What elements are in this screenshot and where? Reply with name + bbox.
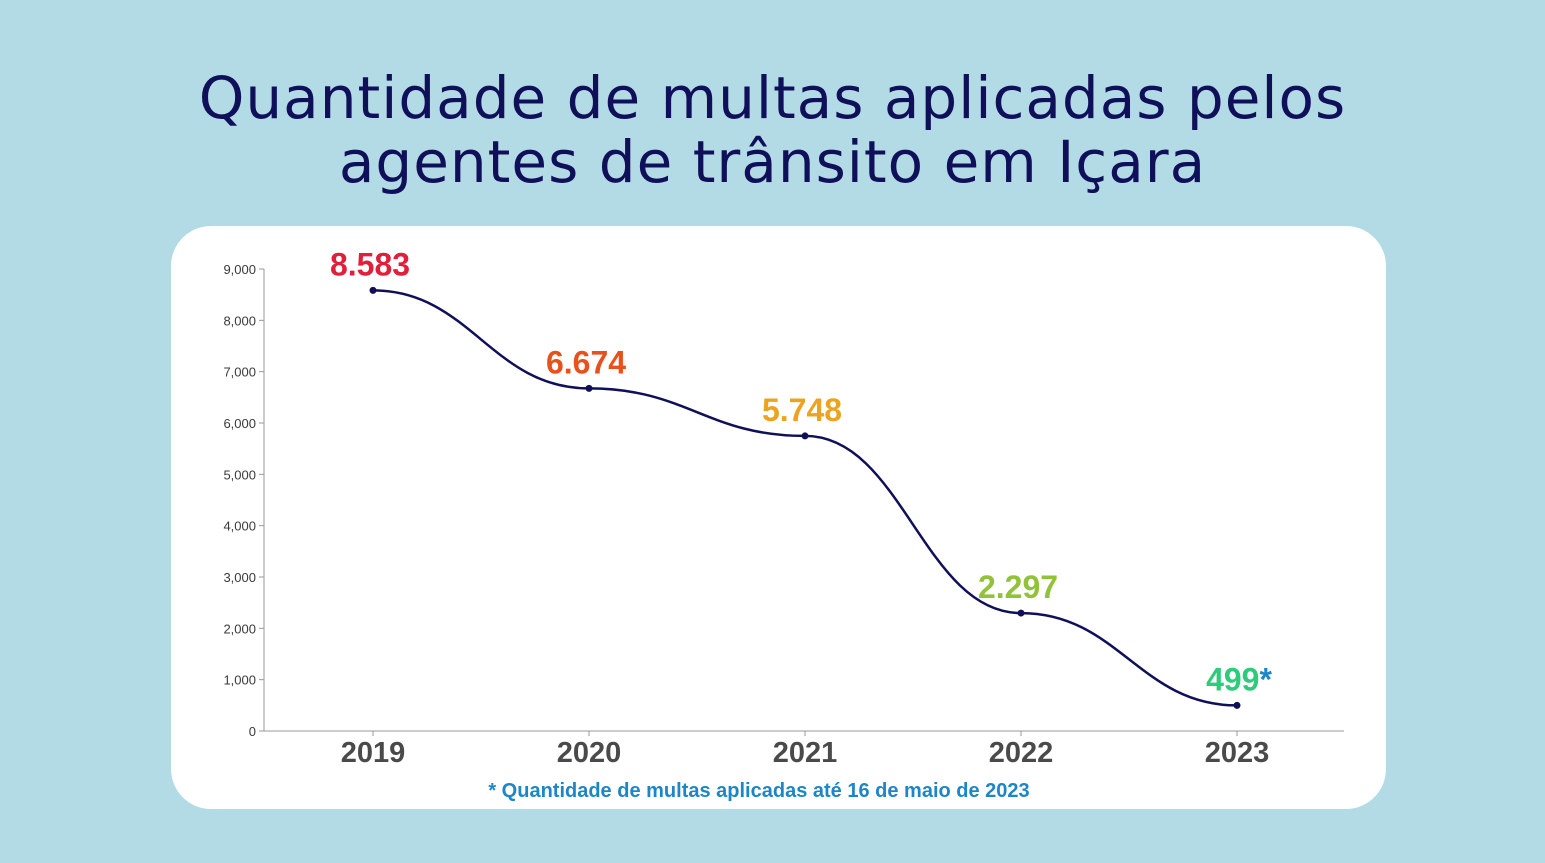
y-tick-label: 2,000 — [223, 621, 256, 636]
y-tick-label: 6,000 — [223, 416, 256, 431]
footnote: * Quantidade de multas aplicadas até 16 … — [488, 780, 1029, 802]
data-label: 2.297 — [978, 569, 1058, 605]
data-point — [1017, 609, 1025, 617]
data-labels: 8.583 6.674 5.748 2.297 499* — [330, 246, 1273, 697]
data-label: 499* — [1206, 661, 1272, 697]
data-points — [369, 286, 1241, 709]
title-line-2: agentes de trânsito em Içara — [338, 128, 1207, 196]
data-label: 6.674 — [546, 344, 626, 380]
y-tick-label: 7,000 — [223, 365, 256, 380]
x-tick-label: 2023 — [1205, 737, 1270, 769]
x-axis-ticks: 2019 2020 2021 2022 2023 — [341, 731, 1270, 769]
y-tick-label: 8,000 — [223, 313, 256, 328]
title-line-1: Quantidade de multas aplicadas pelos — [198, 64, 1347, 132]
chart-axes — [263, 269, 1344, 732]
y-tick-label: 5,000 — [223, 467, 256, 482]
x-tick-label: 2021 — [773, 737, 838, 769]
y-tick-label: 3,000 — [223, 570, 256, 585]
data-point — [585, 384, 593, 392]
x-tick-label: 2019 — [341, 737, 406, 769]
series-line — [372, 289, 1238, 707]
data-point — [801, 432, 809, 440]
data-label: 5.748 — [762, 392, 842, 428]
y-tick-label: 4,000 — [223, 519, 256, 534]
data-point — [1233, 701, 1241, 709]
x-tick-label: 2020 — [557, 737, 622, 769]
chart-card — [171, 226, 1386, 809]
y-axis-ticks: 0 1,000 2,000 3,000 4,000 5,000 6,000 7,000 8,00… — [223, 262, 264, 739]
y-tick-label: 9,000 — [223, 262, 256, 277]
y-tick-label: 0 — [249, 724, 256, 739]
data-label-asterisk: * — [1259, 661, 1272, 697]
x-tick-label: 2022 — [989, 737, 1054, 769]
page-title: Quantidade de multas aplicadas pelos age… — [0, 66, 1545, 194]
data-point — [369, 286, 377, 294]
y-tick-label: 1,000 — [223, 673, 256, 688]
data-label: 8.583 — [330, 246, 410, 282]
